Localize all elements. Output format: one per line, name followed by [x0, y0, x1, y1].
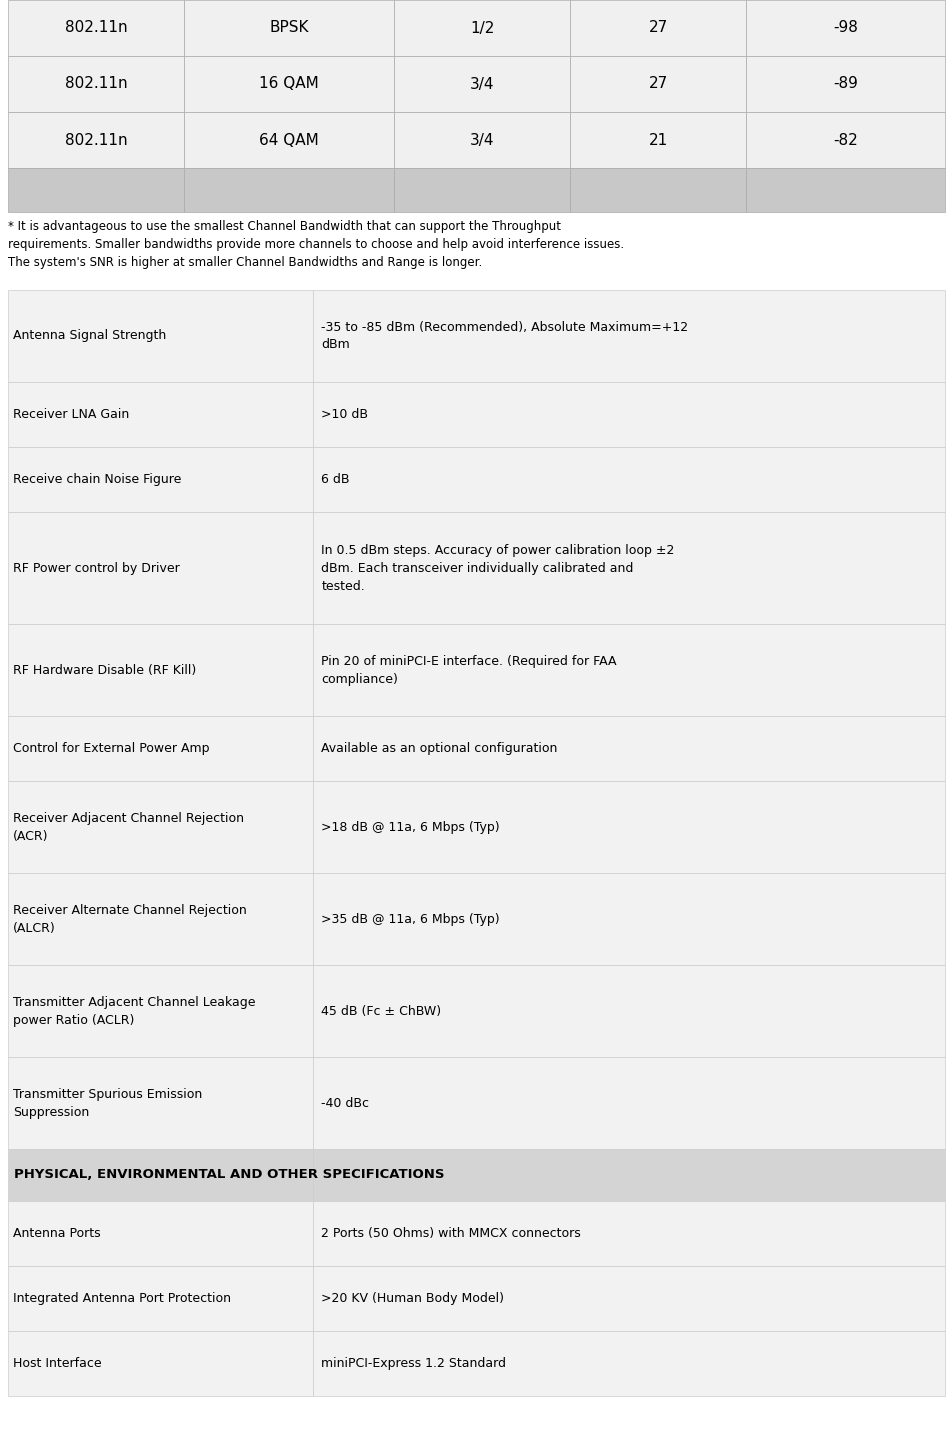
Bar [313, 873, 944, 966]
Text: 64 QAM: 64 QAM [259, 132, 319, 148]
Text: 21: 21 [648, 132, 667, 148]
Text: Transmitter Spurious Emission
Suppression: Transmitter Spurious Emission Suppressio… [13, 1088, 202, 1118]
Bar [184, 56, 393, 112]
Bar [393, 168, 569, 212]
Text: 27: 27 [648, 20, 667, 36]
Bar [8, 512, 313, 625]
Text: Host Interface: Host Interface [13, 1357, 102, 1370]
Bar [8, 0, 184, 56]
Bar [313, 512, 944, 625]
Bar [569, 112, 745, 168]
Bar [313, 1202, 944, 1266]
Text: 27: 27 [648, 76, 667, 92]
Text: In 0.5 dBm steps. Accuracy of power calibration loop ±2
dBm. Each transceiver in: In 0.5 dBm steps. Accuracy of power cali… [321, 544, 674, 593]
Bar [569, 0, 745, 56]
Bar [745, 168, 944, 212]
Text: 16 QAM: 16 QAM [259, 76, 319, 92]
Text: 3/4: 3/4 [469, 76, 494, 92]
Bar [569, 56, 745, 112]
Text: -40 dBc: -40 dBc [321, 1097, 369, 1109]
Text: >10 dB: >10 dB [321, 409, 368, 422]
Bar [8, 448, 313, 512]
Text: RF Power control by Driver: RF Power control by Driver [13, 561, 180, 574]
Bar [393, 56, 569, 112]
Text: >35 dB @ 11a, 6 Mbps (Typ): >35 dB @ 11a, 6 Mbps (Typ) [321, 912, 500, 925]
Bar [8, 625, 313, 717]
Bar [8, 781, 313, 873]
Bar [313, 717, 944, 781]
Bar [8, 1266, 313, 1331]
Text: 3/4: 3/4 [469, 132, 494, 148]
Text: Antenna Signal Strength: Antenna Signal Strength [13, 330, 166, 342]
Text: Integrated Antenna Port Protection: Integrated Antenna Port Protection [13, 1292, 230, 1305]
Bar [313, 1148, 944, 1202]
Bar [8, 873, 313, 966]
Bar [313, 448, 944, 512]
Bar [745, 56, 944, 112]
Bar [313, 966, 944, 1058]
Bar [313, 1331, 944, 1396]
Text: PHYSICAL, ENVIRONMENTAL AND OTHER SPECIFICATIONS: PHYSICAL, ENVIRONMENTAL AND OTHER SPECIF… [14, 1168, 444, 1181]
Bar [313, 625, 944, 717]
Text: -89: -89 [832, 76, 857, 92]
Bar [184, 0, 393, 56]
Text: Available as an optional configuration: Available as an optional configuration [321, 743, 557, 755]
Text: 6 dB: 6 dB [321, 473, 349, 486]
Text: Receiver Adjacent Channel Rejection
(ACR): Receiver Adjacent Channel Rejection (ACR… [13, 812, 244, 842]
Bar [8, 168, 184, 212]
Bar [8, 1058, 313, 1148]
Bar [313, 291, 944, 381]
Bar [393, 112, 569, 168]
Text: Antenna Ports: Antenna Ports [13, 1227, 101, 1240]
Text: Receive chain Noise Figure: Receive chain Noise Figure [13, 473, 181, 486]
Text: >20 KV (Human Body Model): >20 KV (Human Body Model) [321, 1292, 504, 1305]
Text: miniPCI-Express 1.2 Standard: miniPCI-Express 1.2 Standard [321, 1357, 506, 1370]
Text: -35 to -85 dBm (Recommended), Absolute Maximum=+12
dBm: -35 to -85 dBm (Recommended), Absolute M… [321, 321, 688, 351]
Bar [745, 112, 944, 168]
Text: Receiver Alternate Channel Rejection
(ALCR): Receiver Alternate Channel Rejection (AL… [13, 904, 247, 934]
Text: Pin 20 of miniPCI-E interface. (Required for FAA
compliance): Pin 20 of miniPCI-E interface. (Required… [321, 655, 616, 685]
Text: RF Hardware Disable (RF Kill): RF Hardware Disable (RF Kill) [13, 663, 196, 676]
Bar [745, 0, 944, 56]
Bar [8, 291, 313, 381]
Bar [393, 0, 569, 56]
Bar [8, 966, 313, 1058]
Bar [184, 168, 393, 212]
Bar [313, 781, 944, 873]
Text: Receiver LNA Gain: Receiver LNA Gain [13, 409, 129, 422]
Text: Control for External Power Amp: Control for External Power Amp [13, 743, 209, 755]
Text: -82: -82 [832, 132, 857, 148]
Text: -98: -98 [832, 20, 857, 36]
Bar [8, 56, 184, 112]
Text: >18 dB @ 11a, 6 Mbps (Typ): >18 dB @ 11a, 6 Mbps (Typ) [321, 820, 500, 833]
Text: 802.11n: 802.11n [65, 20, 128, 36]
Bar [313, 1058, 944, 1148]
Bar [8, 1331, 313, 1396]
Text: 802.11n: 802.11n [65, 132, 128, 148]
Bar [8, 112, 184, 168]
Text: * It is advantageous to use the smallest Channel Bandwidth that can support the : * It is advantageous to use the smallest… [8, 220, 624, 269]
Text: 1/2: 1/2 [469, 20, 494, 36]
Bar [8, 717, 313, 781]
Bar [313, 381, 944, 448]
Bar [8, 1148, 313, 1202]
Text: 802.11n: 802.11n [65, 76, 128, 92]
Bar [8, 1202, 313, 1266]
Text: BPSK: BPSK [269, 20, 308, 36]
Text: Transmitter Adjacent Channel Leakage
power Ratio (ACLR): Transmitter Adjacent Channel Leakage pow… [13, 996, 255, 1026]
Bar [313, 1266, 944, 1331]
Text: 45 dB (Fc ± ChBW): 45 dB (Fc ± ChBW) [321, 1004, 441, 1017]
Bar [184, 112, 393, 168]
Bar [8, 381, 313, 448]
Text: 2 Ports (50 Ohms) with MMCX connectors: 2 Ports (50 Ohms) with MMCX connectors [321, 1227, 581, 1240]
Bar [569, 168, 745, 212]
